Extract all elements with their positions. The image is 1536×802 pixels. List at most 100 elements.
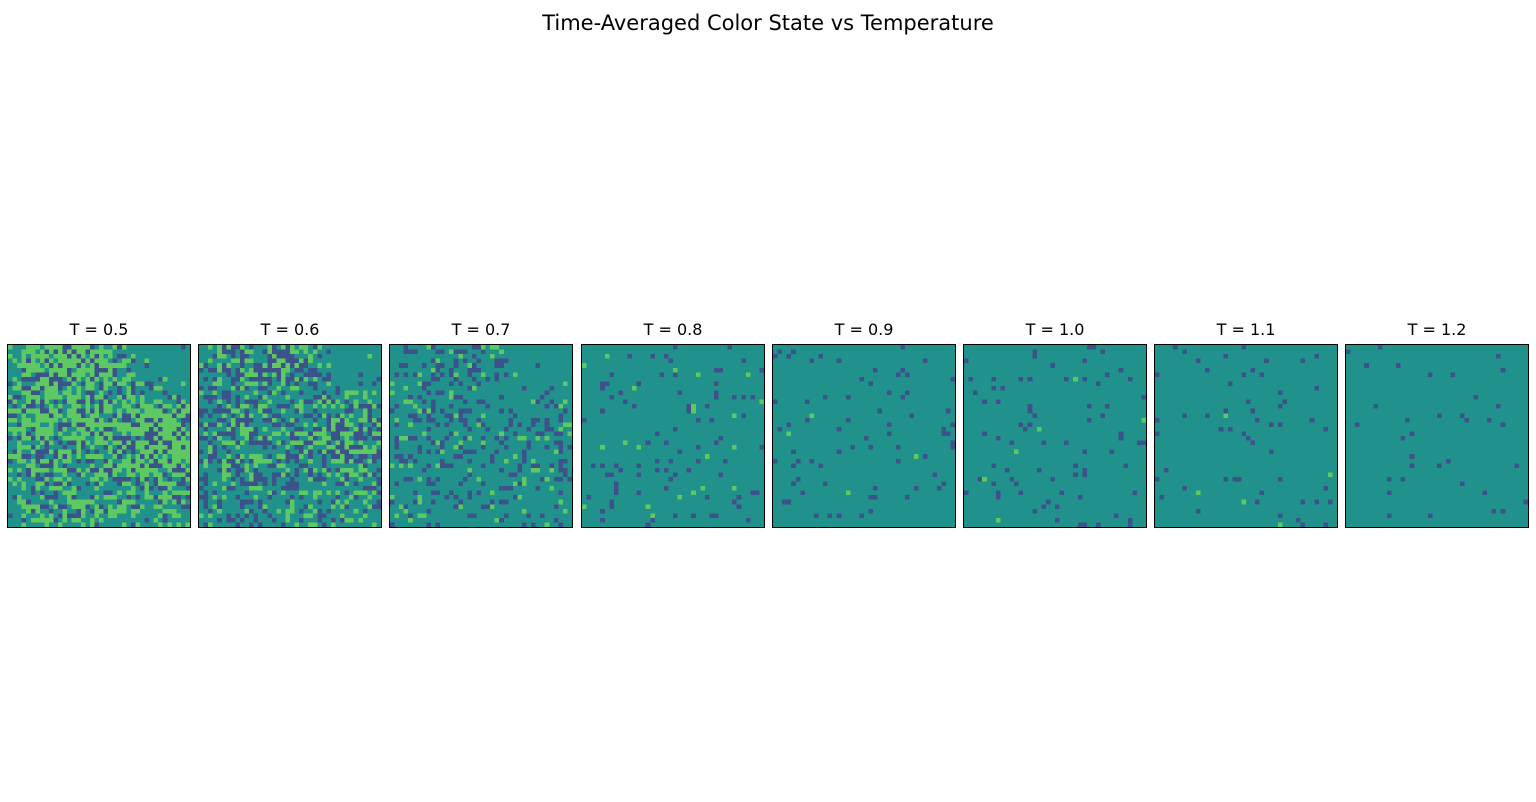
cell-high (430, 367, 436, 373)
cell-high (353, 449, 359, 455)
cell-low (521, 458, 527, 464)
cell-low (1277, 404, 1283, 409)
cell-high (108, 354, 113, 359)
cell-high (185, 431, 190, 436)
cell-low (759, 445, 764, 450)
cell-low (600, 408, 605, 414)
cell-low (12, 449, 18, 455)
cell-low (358, 431, 363, 436)
cell-high (185, 467, 190, 473)
heatmap-canvas (963, 344, 1147, 528)
cell-high (171, 408, 177, 414)
cell-high (303, 376, 309, 382)
cell-low (208, 458, 213, 464)
cell-low (636, 490, 642, 496)
cell-low (308, 367, 313, 373)
cell-low (153, 440, 159, 446)
cell-low (923, 454, 928, 459)
cell-high (632, 385, 637, 391)
cell-high (48, 404, 54, 409)
cell-high (153, 385, 159, 391)
cell-high (262, 504, 268, 509)
cell-low (162, 472, 168, 477)
cell-high (367, 458, 372, 464)
cell-low (126, 476, 131, 482)
cell-high (158, 422, 163, 427)
heatmap-background (964, 345, 1146, 527)
cell-high (62, 513, 68, 518)
cell-high (203, 458, 209, 464)
cell-low (226, 486, 231, 491)
cell-low (403, 372, 409, 377)
cell-high (317, 440, 322, 446)
cell-low (17, 472, 22, 477)
cell-high (349, 458, 354, 464)
cell-low (58, 363, 63, 368)
cell-high (39, 517, 45, 523)
cell-low (199, 449, 204, 455)
cell-high (262, 413, 268, 418)
panel-title: T = 0.5 (69, 320, 129, 339)
cell-low (1464, 417, 1469, 423)
cell-high (353, 399, 359, 405)
cell-high (39, 381, 45, 386)
cell-high (58, 522, 63, 527)
cell-low (394, 445, 400, 450)
cell-high (208, 345, 213, 350)
cell-low (176, 499, 181, 505)
cell-high (48, 390, 54, 396)
cell-high (71, 345, 77, 350)
cell-low (76, 408, 81, 414)
cell-low (394, 422, 400, 427)
cell-low (199, 367, 204, 373)
cell-low (258, 395, 263, 400)
cell-high (12, 481, 18, 487)
cell-high (53, 413, 59, 418)
cell-low (453, 395, 459, 400)
cell-high (335, 472, 341, 477)
cell-low (773, 354, 778, 359)
cell-low (26, 376, 31, 382)
cell-low (221, 408, 227, 414)
cell-high (139, 422, 145, 427)
cell-low (167, 445, 172, 450)
cell-low (253, 440, 259, 446)
cell-high (1277, 522, 1283, 527)
cell-low (895, 458, 901, 464)
cell-high (600, 445, 605, 450)
cell-high (321, 440, 327, 446)
cell-low (153, 495, 159, 500)
cell-low (326, 349, 331, 355)
cell-high (262, 458, 268, 464)
cell-low (85, 390, 90, 396)
cell-low (476, 417, 481, 423)
cell-low (723, 458, 728, 464)
cell-low (117, 481, 122, 487)
cell-high (481, 413, 486, 418)
cell-low (1223, 408, 1228, 414)
cell-high (48, 513, 54, 518)
cell-low (1141, 440, 1146, 446)
cell-high (340, 504, 345, 509)
cell-low (253, 363, 259, 368)
cell-low (267, 417, 272, 423)
cell-low (30, 490, 36, 496)
cell-low (58, 440, 63, 446)
cell-low (349, 454, 354, 459)
cell-high (226, 426, 231, 432)
cell-low (668, 458, 673, 464)
cell-low (562, 472, 568, 477)
cell-low (89, 431, 95, 436)
cell-low (299, 390, 304, 396)
cell-low (303, 463, 309, 468)
heatmap (773, 345, 955, 527)
cell-high (340, 476, 345, 482)
cell-low (440, 440, 445, 446)
cell-low (1077, 522, 1083, 527)
cell-high (144, 467, 150, 473)
cell-high (158, 445, 163, 450)
cell-high (103, 440, 109, 446)
cell-low (1409, 463, 1415, 468)
cell-low (526, 426, 532, 432)
cell-high (399, 504, 404, 509)
